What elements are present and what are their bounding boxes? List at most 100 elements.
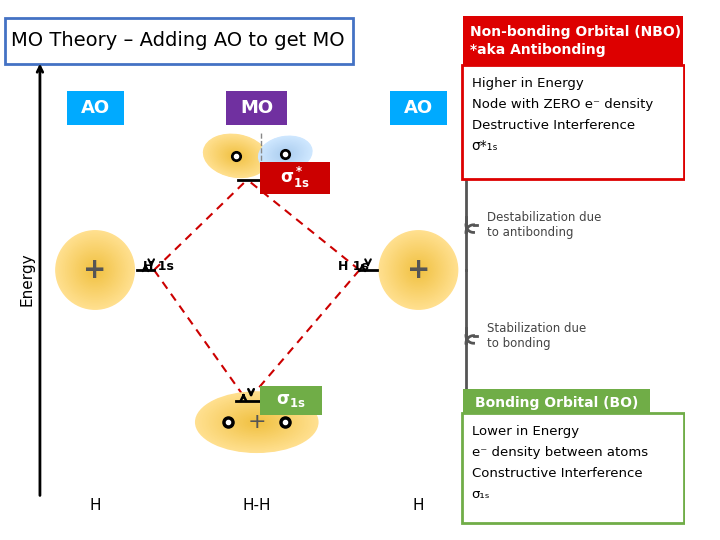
FancyBboxPatch shape <box>462 413 684 523</box>
Ellipse shape <box>249 418 264 426</box>
Ellipse shape <box>212 139 260 172</box>
Ellipse shape <box>269 143 301 165</box>
Ellipse shape <box>264 139 307 168</box>
Ellipse shape <box>202 395 311 449</box>
Ellipse shape <box>259 136 312 172</box>
Circle shape <box>397 248 441 292</box>
Circle shape <box>402 253 435 287</box>
Ellipse shape <box>217 144 254 168</box>
Ellipse shape <box>274 147 296 161</box>
Circle shape <box>80 255 110 285</box>
Circle shape <box>394 245 443 295</box>
Circle shape <box>406 258 431 282</box>
Ellipse shape <box>209 138 263 174</box>
Ellipse shape <box>284 153 287 155</box>
Text: MO Theory – Adding AO to get MO: MO Theory – Adding AO to get MO <box>12 31 345 50</box>
Ellipse shape <box>204 134 268 178</box>
Circle shape <box>64 239 127 301</box>
Ellipse shape <box>231 153 240 159</box>
Ellipse shape <box>266 141 305 167</box>
Ellipse shape <box>215 142 256 170</box>
Circle shape <box>56 232 134 308</box>
Circle shape <box>408 259 429 281</box>
Text: Node with ZERO e⁻ density: Node with ZERO e⁻ density <box>472 98 653 111</box>
Circle shape <box>413 265 424 275</box>
Circle shape <box>381 233 456 307</box>
Ellipse shape <box>269 143 302 165</box>
Circle shape <box>91 265 100 275</box>
Circle shape <box>69 244 121 296</box>
FancyBboxPatch shape <box>66 91 124 125</box>
Ellipse shape <box>268 142 303 166</box>
Ellipse shape <box>204 396 309 448</box>
Text: Bonding Orbital (BO): Bonding Orbital (BO) <box>474 396 638 410</box>
Circle shape <box>61 236 129 304</box>
Text: +: + <box>407 256 430 284</box>
Circle shape <box>397 249 440 291</box>
Circle shape <box>407 259 430 281</box>
Circle shape <box>78 253 112 287</box>
Ellipse shape <box>197 393 316 452</box>
Ellipse shape <box>216 143 256 169</box>
Ellipse shape <box>235 411 279 433</box>
Ellipse shape <box>220 403 294 441</box>
Ellipse shape <box>278 149 292 159</box>
Ellipse shape <box>242 415 271 430</box>
Circle shape <box>417 269 420 271</box>
Circle shape <box>66 241 124 299</box>
Ellipse shape <box>226 149 246 163</box>
Ellipse shape <box>279 150 292 158</box>
Text: Energy: Energy <box>19 253 34 306</box>
Circle shape <box>415 266 423 274</box>
Ellipse shape <box>223 406 290 439</box>
Circle shape <box>384 236 452 304</box>
Circle shape <box>395 247 442 293</box>
Text: AO: AO <box>81 99 109 117</box>
Ellipse shape <box>266 141 305 167</box>
Circle shape <box>403 255 433 285</box>
Ellipse shape <box>221 146 251 166</box>
Circle shape <box>89 264 101 276</box>
Circle shape <box>385 237 451 303</box>
Text: Higher in Energy: Higher in Energy <box>472 77 583 90</box>
Ellipse shape <box>235 155 237 157</box>
Ellipse shape <box>235 411 278 433</box>
FancyBboxPatch shape <box>462 65 684 179</box>
Text: H: H <box>89 498 101 514</box>
Circle shape <box>389 241 448 299</box>
Circle shape <box>416 268 420 272</box>
Circle shape <box>410 262 426 278</box>
Ellipse shape <box>276 148 294 160</box>
Text: +: + <box>84 256 107 284</box>
FancyBboxPatch shape <box>5 18 353 64</box>
Circle shape <box>65 240 125 300</box>
Circle shape <box>76 251 114 289</box>
Circle shape <box>63 238 127 302</box>
Ellipse shape <box>205 136 266 177</box>
Circle shape <box>89 264 102 276</box>
Ellipse shape <box>253 420 261 424</box>
Ellipse shape <box>228 150 244 161</box>
Ellipse shape <box>224 148 248 164</box>
Ellipse shape <box>220 145 252 166</box>
Ellipse shape <box>237 412 276 432</box>
Circle shape <box>392 244 445 296</box>
Ellipse shape <box>212 400 301 444</box>
Ellipse shape <box>271 144 300 164</box>
Circle shape <box>81 255 109 285</box>
Ellipse shape <box>264 140 307 168</box>
Ellipse shape <box>206 397 307 448</box>
Ellipse shape <box>215 141 257 170</box>
Circle shape <box>391 242 446 298</box>
Circle shape <box>382 234 454 306</box>
Circle shape <box>91 266 99 274</box>
Circle shape <box>398 250 438 290</box>
Ellipse shape <box>201 394 312 450</box>
Circle shape <box>405 256 432 284</box>
Text: Stabilization due
to bonding: Stabilization due to bonding <box>487 322 586 349</box>
Ellipse shape <box>258 136 312 172</box>
Ellipse shape <box>261 137 310 171</box>
FancyBboxPatch shape <box>260 161 330 194</box>
Ellipse shape <box>213 141 258 171</box>
Circle shape <box>82 256 109 284</box>
